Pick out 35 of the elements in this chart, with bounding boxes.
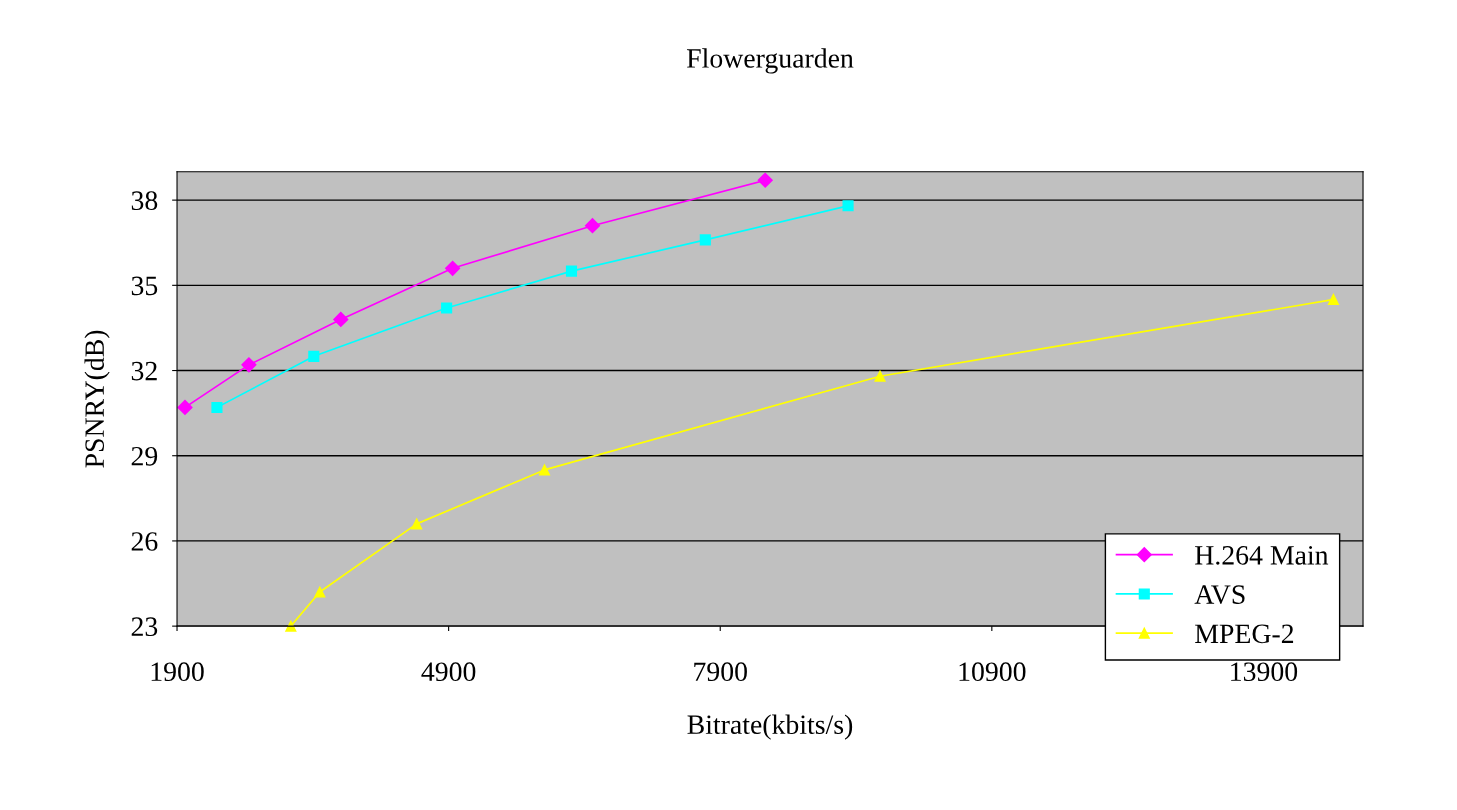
point bbox=[411, 518, 423, 530]
x-tick-label: 10900 bbox=[959, 662, 1026, 682]
legend-label: AVS bbox=[1194, 585, 1245, 605]
point bbox=[1327, 293, 1339, 306]
point bbox=[241, 357, 257, 373]
point bbox=[699, 234, 711, 246]
point bbox=[211, 401, 223, 414]
x-tick-label: 7900 bbox=[694, 662, 747, 682]
point bbox=[314, 586, 326, 598]
point bbox=[445, 260, 461, 276]
point bbox=[333, 311, 349, 327]
y-axis-title: PSNRY(dB) bbox=[84, 330, 110, 468]
point bbox=[757, 172, 773, 188]
point bbox=[584, 218, 601, 234]
point bbox=[177, 399, 193, 416]
chart-title: Flowerguarden bbox=[686, 48, 854, 74]
y-tick-label: 35 bbox=[131, 276, 158, 296]
y-tick-label: 26 bbox=[131, 532, 158, 551]
point bbox=[308, 350, 320, 362]
point bbox=[842, 200, 854, 212]
point bbox=[538, 464, 551, 476]
point bbox=[565, 265, 578, 277]
x-axis-title: Bitrate(kbits/s) bbox=[687, 714, 853, 740]
legend-label: MPEG-2 bbox=[1195, 624, 1294, 644]
y-tick-label: 23 bbox=[131, 617, 158, 637]
point bbox=[441, 302, 453, 314]
y-tick-label: 38 bbox=[131, 191, 158, 211]
x-tick-label: 4900 bbox=[421, 662, 476, 682]
y-tick-label: 32 bbox=[131, 361, 157, 381]
y-tick-label: 29 bbox=[131, 446, 158, 466]
x-tick-label: 1900 bbox=[151, 662, 204, 682]
x-tick-label: 13900 bbox=[1231, 662, 1298, 682]
point bbox=[874, 370, 886, 382]
point bbox=[285, 620, 297, 632]
legend-label: H.264 Main bbox=[1195, 546, 1329, 565]
